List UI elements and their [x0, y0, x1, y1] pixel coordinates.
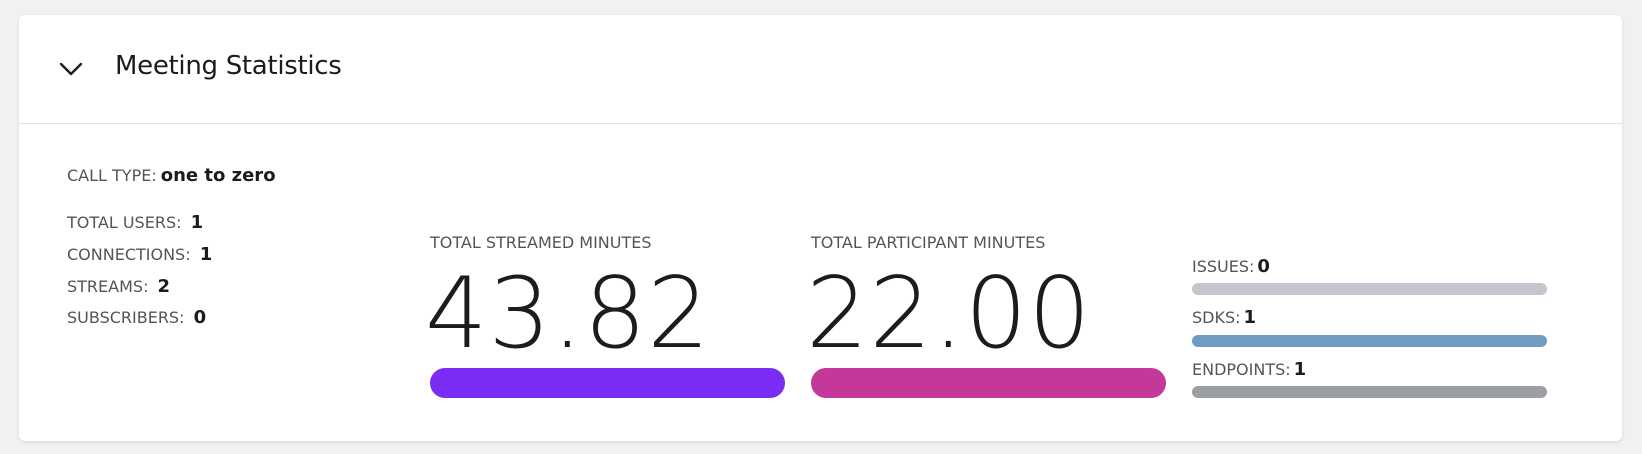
count-row: CONNECTIONS: 1 [67, 244, 212, 265]
metric-bar [811, 368, 1166, 398]
count-value: 0 [193, 307, 207, 328]
summary-value: 0 [1257, 256, 1270, 277]
summary-row: ENDPOINTS: 1 [1192, 359, 1306, 380]
summary-label: ISSUES: [1192, 257, 1255, 276]
metric-bar [430, 368, 785, 398]
count-row: STREAMS: 2 [67, 276, 170, 297]
count-row: TOTAL USERS: 1 [67, 212, 203, 233]
card-title: Meeting Statistics [115, 51, 342, 81]
count-label: CONNECTIONS: [67, 245, 191, 264]
count-label: SUBSCRIBERS: [67, 308, 185, 327]
collapse-chevron[interactable] [57, 55, 85, 83]
count-value: 1 [199, 244, 213, 265]
summary-row: ISSUES: 0 [1192, 256, 1270, 277]
summary-label: SDKS: [1192, 308, 1241, 327]
metric-value: 43.82 [425, 257, 711, 371]
summary-value: 1 [1243, 307, 1257, 328]
metric-value: 22.00 [806, 257, 1092, 371]
summary-bar [1192, 283, 1547, 295]
summary-bar [1192, 386, 1547, 398]
call-type-label: CALL TYPE: [67, 166, 157, 185]
card-header[interactable]: Meeting Statistics [19, 15, 1622, 124]
metric-label: TOTAL STREAMED MINUTES [430, 233, 652, 252]
count-value: 1 [190, 212, 204, 233]
count-label: TOTAL USERS: [67, 213, 182, 232]
summary-row: SDKS: 1 [1192, 307, 1256, 328]
count-label: STREAMS: [67, 277, 149, 296]
call-type: CALL TYPE: one to zero [67, 165, 276, 186]
metric-label: TOTAL PARTICIPANT MINUTES [811, 233, 1046, 252]
call-type-value: one to zero [160, 165, 276, 186]
count-value: 2 [157, 276, 171, 297]
summary-value: 1 [1293, 359, 1307, 380]
meeting-statistics-card: Meeting Statistics CALL TYPE: one to zero… [19, 15, 1622, 441]
count-row: SUBSCRIBERS: 0 [67, 307, 206, 328]
summary-label: ENDPOINTS: [1192, 360, 1291, 379]
summary-bar [1192, 335, 1547, 347]
